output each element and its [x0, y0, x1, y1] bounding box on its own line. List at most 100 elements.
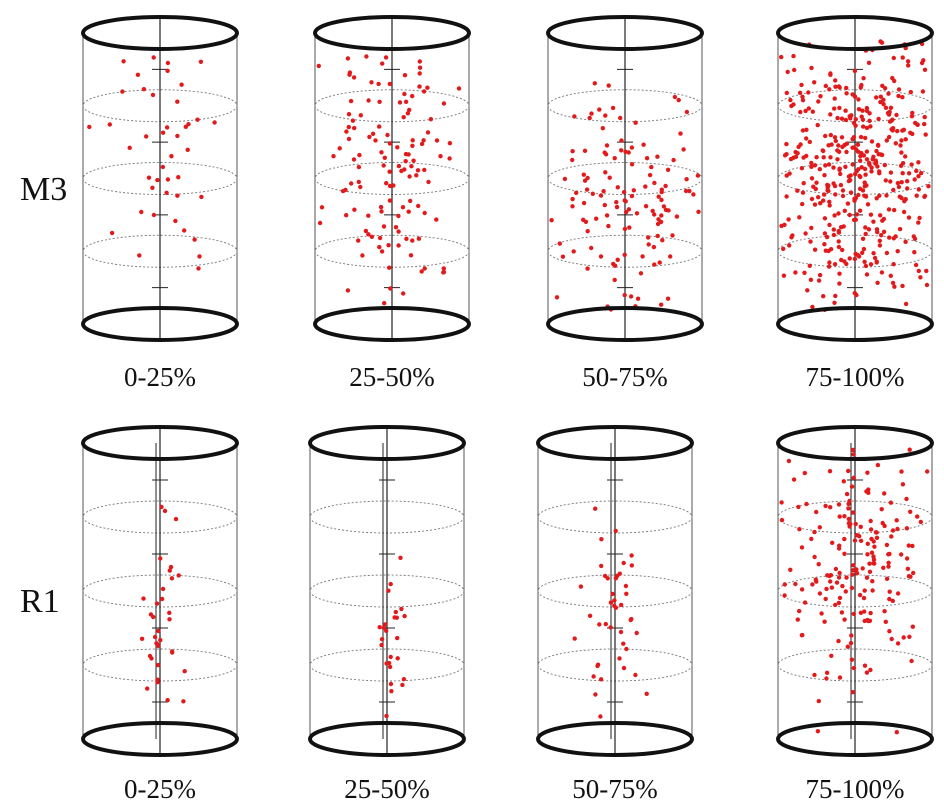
acoustic-event-point [796, 144, 801, 150]
acoustic-event-point [911, 570, 916, 576]
acoustic-event-point [804, 127, 809, 132]
acoustic-event-point [456, 86, 462, 91]
acoustic-event-point [832, 96, 837, 101]
acoustic-event-point [554, 295, 560, 300]
acoustic-event-point [410, 143, 415, 148]
acoustic-event-point [856, 97, 861, 102]
acoustic-event-point [165, 698, 170, 703]
acoustic-event-point [170, 650, 175, 655]
acoustic-event-point [408, 198, 413, 204]
acoustic-event-point [900, 95, 905, 100]
acoustic-event-point [606, 223, 611, 229]
acoustic-event-point [384, 661, 389, 666]
acoustic-event-point [109, 230, 115, 236]
acoustic-event-point [823, 596, 828, 602]
acoustic-event-point [812, 202, 818, 207]
acoustic-event-point [888, 179, 893, 184]
acoustic-event-point [585, 175, 590, 181]
acoustic-event-point [853, 171, 858, 177]
acoustic-event-point [854, 212, 860, 217]
acoustic-event-point [832, 300, 837, 305]
acoustic-event-point [880, 218, 885, 223]
acoustic-event-point [603, 170, 608, 175]
acoustic-event-point [922, 114, 927, 120]
acoustic-event-point [883, 105, 889, 111]
acoustic-event-point [356, 238, 361, 243]
acoustic-event-point [821, 294, 826, 299]
cylinder-top-ellipse [536, 425, 694, 461]
cylinder-bottom-ellipse [776, 721, 934, 757]
acoustic-event-point [592, 81, 597, 86]
acoustic-event-point [160, 164, 166, 170]
acoustic-event-point [791, 53, 796, 59]
acoustic-event-point [389, 689, 394, 694]
acoustic-event-point [560, 254, 566, 259]
acoustic-event-point [396, 229, 401, 234]
acoustic-event-point [817, 272, 823, 278]
acoustic-event-point [865, 552, 870, 557]
acoustic-event-point [195, 117, 200, 122]
acoustic-event-point [808, 277, 814, 282]
acoustic-event-point [786, 458, 792, 464]
acoustic-event-point [612, 598, 617, 603]
acoustic-event-point [384, 181, 389, 186]
acoustic-event-point [882, 609, 887, 614]
acoustic-event-point [848, 178, 853, 183]
acoustic-event-point [212, 120, 217, 125]
acoustic-event-point [824, 586, 829, 592]
acoustic-event-point [919, 170, 924, 176]
acoustic-event-point [870, 588, 875, 593]
acoustic-event-point [791, 477, 797, 482]
acoustic-event-point [623, 149, 628, 154]
acoustic-event-point [882, 523, 887, 529]
acoustic-event-point [629, 193, 635, 199]
acoustic-event-point [841, 479, 846, 484]
acoustic-event-point [400, 682, 405, 688]
acoustic-event-point [898, 143, 903, 148]
acoustic-event-point [382, 155, 387, 160]
acoustic-event-point [779, 54, 784, 60]
acoustic-event-point [863, 135, 868, 141]
cylinder-panel-2-1 [81, 425, 239, 757]
acoustic-event-point [660, 238, 665, 243]
acoustic-event-point [903, 301, 909, 307]
acoustic-event-point [881, 229, 887, 234]
acoustic-event-point [802, 270, 807, 275]
acoustic-event-point [846, 501, 851, 507]
acoustic-event-point [786, 217, 791, 222]
acoustic-event-point [863, 231, 868, 237]
acoustic-event-point [400, 205, 406, 210]
acoustic-event-point [914, 168, 919, 174]
acoustic-event-point [666, 208, 671, 213]
acoustic-event-point [199, 194, 204, 200]
acoustic-event-point [197, 254, 202, 259]
acoustic-event-point [836, 149, 842, 154]
acoustic-event-point [695, 173, 701, 178]
acoustic-event-point [350, 118, 356, 123]
acoustic-event-point [861, 595, 867, 601]
acoustic-event-point [848, 521, 853, 527]
acoustic-event-point [581, 200, 587, 206]
acoustic-event-point [861, 246, 867, 252]
acoustic-event-point [887, 589, 892, 594]
acoustic-event-point [890, 598, 895, 604]
acoustic-event-point [869, 139, 875, 144]
acoustic-event-point [158, 556, 163, 561]
acoustic-event-point [593, 692, 598, 697]
acoustic-event-point [627, 225, 632, 230]
acoustic-event-point [377, 235, 383, 241]
acoustic-event-point [872, 544, 877, 549]
acoustic-event-point [343, 187, 348, 193]
acoustic-event-point [417, 65, 423, 70]
acoustic-event-point [687, 188, 692, 194]
acoustic-event-point [422, 266, 427, 271]
acoustic-event-point [570, 196, 575, 202]
acoustic-event-point [873, 530, 879, 535]
acoustic-event-point [175, 193, 180, 198]
acoustic-event-point [655, 233, 660, 239]
acoustic-event-point [799, 545, 805, 550]
acoustic-event-point [895, 180, 901, 186]
acoustic-event-point [901, 635, 906, 640]
acoustic-event-point [858, 538, 864, 543]
acoustic-event-point [383, 622, 388, 627]
